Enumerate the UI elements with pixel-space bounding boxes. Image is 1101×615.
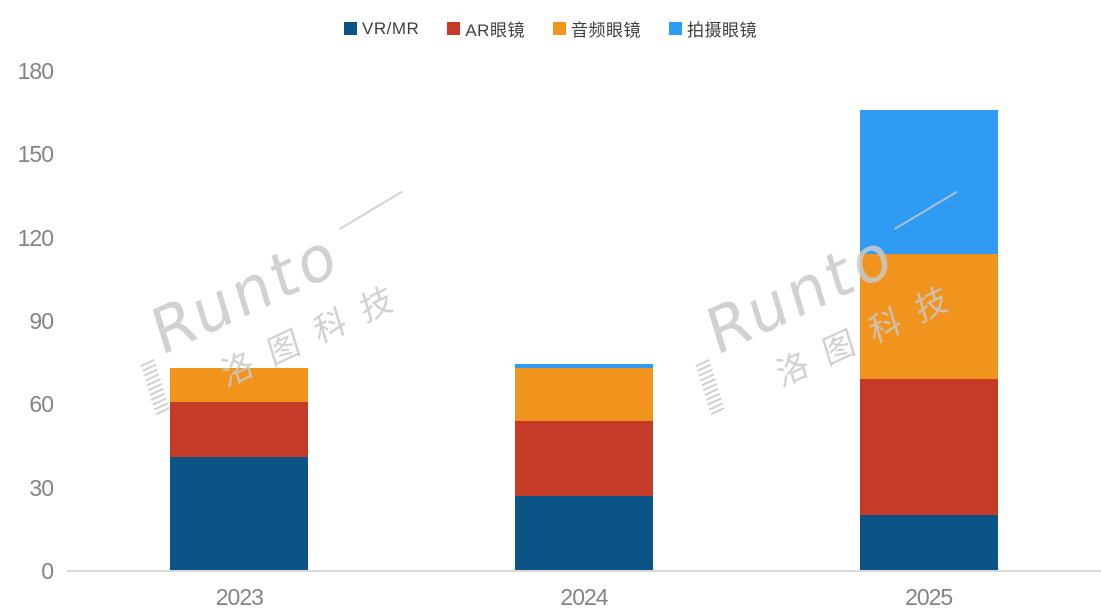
bar-2023 xyxy=(170,368,309,571)
legend-item-AR眼镜: AR眼镜 xyxy=(447,16,525,41)
legend-swatch-icon xyxy=(552,22,566,35)
y-axis-label-90: 90 xyxy=(29,308,54,334)
watermark-hatch-decoration xyxy=(140,358,170,416)
legend-swatch-icon xyxy=(447,22,461,35)
bar-segment-AR眼镜-2024 xyxy=(515,421,653,496)
bar-segment-VR/MR-2025 xyxy=(859,515,998,571)
x-axis-line xyxy=(67,570,1101,572)
watermark-flourish-line xyxy=(339,190,403,231)
legend-swatch-icon xyxy=(668,22,682,35)
legend-item-VR/MR: VR/MR xyxy=(344,19,419,39)
bar-segment-VR/MR-2024 xyxy=(515,496,653,571)
legend: VR/MR AR眼镜 音频眼镜 拍摄眼镜 xyxy=(0,16,1101,41)
bar-segment-拍摄眼镜-2024 xyxy=(515,364,653,369)
y-axis-label-60: 60 xyxy=(29,391,54,418)
bar-segment-音频眼镜-2025 xyxy=(859,254,998,380)
bar-segment-AR眼镜-2025 xyxy=(859,379,998,516)
bar-2025 xyxy=(859,109,998,571)
y-axis-label-180: 180 xyxy=(17,58,54,84)
x-axis-label-2024: 2024 xyxy=(560,584,608,610)
legend-item-拍摄眼镜: 拍摄眼镜 xyxy=(668,16,757,41)
legend-label: AR眼镜 xyxy=(465,21,525,40)
legend-label: 拍摄眼镜 xyxy=(686,21,757,40)
legend-label: 音频眼镜 xyxy=(570,21,641,40)
watermark-hatch-decoration xyxy=(695,358,725,416)
y-axis-label-0: 0 xyxy=(41,558,54,584)
bar-segment-拍摄眼镜-2025 xyxy=(859,109,998,255)
bar-segment-AR眼镜-2023 xyxy=(170,401,309,458)
x-axis-label-2023: 2023 xyxy=(215,584,264,610)
y-axis-label-30: 30 xyxy=(29,474,54,501)
bar-segment-音频眼镜-2024 xyxy=(515,368,653,421)
bar-segment-音频眼镜-2023 xyxy=(170,368,309,402)
bar-segment-VR/MR-2023 xyxy=(170,457,309,571)
legend-label: VR/MR xyxy=(362,18,420,38)
x-axis-label-2025: 2025 xyxy=(905,584,953,610)
y-axis-label-150: 150 xyxy=(17,141,54,168)
watermark-brand: Runto xyxy=(143,214,348,371)
y-axis-label-120: 120 xyxy=(17,224,54,251)
legend-item-音频眼镜: 音频眼镜 xyxy=(552,16,641,41)
legend-swatch-icon xyxy=(344,22,358,35)
bar-2024 xyxy=(515,364,653,571)
